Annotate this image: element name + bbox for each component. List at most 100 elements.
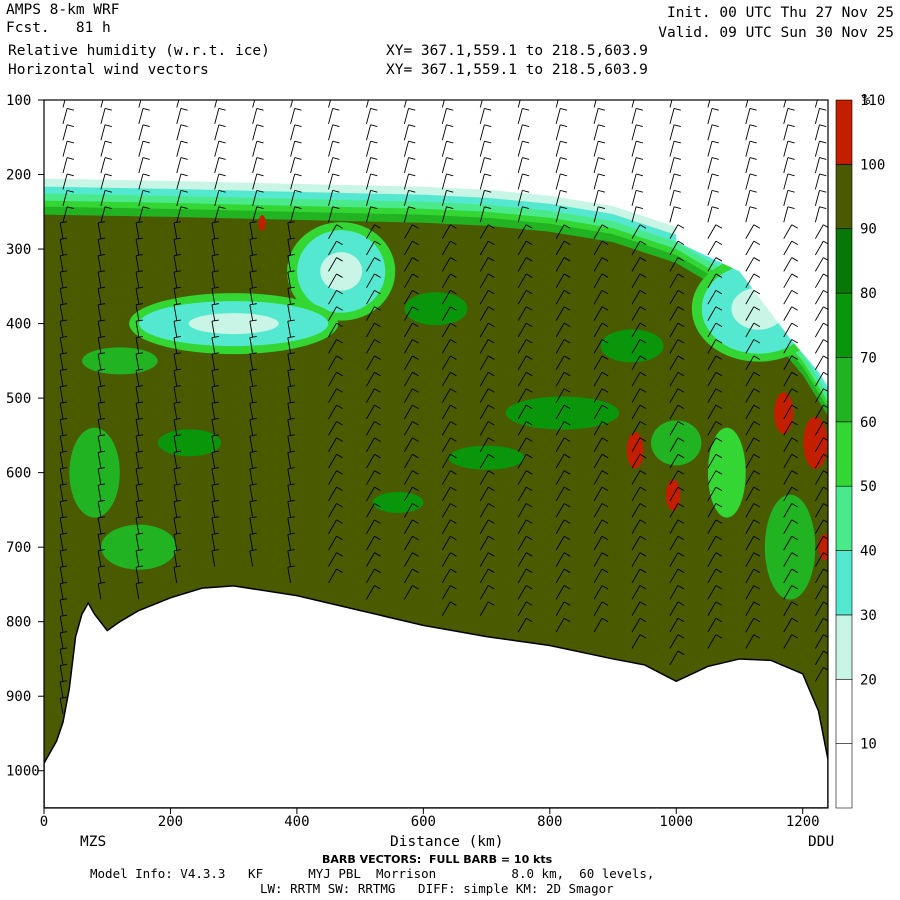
wind-barb-flag — [791, 240, 799, 246]
wind-barb-flag — [484, 157, 492, 160]
wind-barb — [631, 190, 637, 206]
wind-barb-flag — [143, 92, 150, 94]
init-time: Init. 00 UTC Thu 27 Nov 25 — [667, 5, 894, 21]
colorbar-swatch — [835, 228, 853, 294]
wind-barb-flag — [823, 240, 828, 245]
wind-barb-flag — [636, 140, 644, 144]
wind-barb-flag — [60, 335, 68, 339]
wind-barb — [814, 585, 824, 600]
wind-barb — [479, 421, 489, 436]
wind-barb-flag — [336, 322, 343, 328]
wind-barb — [631, 257, 641, 272]
wind-barb-flag — [488, 306, 495, 311]
wind-barb — [814, 601, 824, 616]
wind-barb — [669, 190, 675, 206]
wind-barb — [517, 240, 527, 256]
wind-barb — [479, 124, 485, 141]
forecast-hour: Fcst. 81 h — [6, 20, 111, 36]
wind-barb-flag — [173, 549, 181, 552]
wind-barb — [593, 585, 603, 600]
wind-barb — [517, 257, 527, 272]
wind-barb — [97, 386, 102, 403]
wind-barb-flag — [787, 189, 795, 193]
wind-barb-flag — [715, 306, 723, 311]
wind-barb-flag — [715, 519, 723, 524]
wind-barb — [745, 100, 749, 108]
wind-barb-flag — [753, 240, 761, 246]
wind-barb-flag — [639, 355, 647, 360]
wind-barb — [328, 437, 337, 452]
wind-barb-flag — [249, 253, 257, 257]
wind-barb-flag — [787, 206, 795, 210]
wind-barb — [62, 141, 68, 157]
wind-barb — [290, 206, 296, 223]
wind-barb-flag — [563, 421, 571, 426]
wind-barb-flag — [104, 206, 112, 210]
wind-barb-flag — [287, 516, 295, 519]
wind-barb — [290, 157, 296, 174]
wind-barb-flag — [636, 92, 643, 94]
wind-barb — [62, 173, 68, 190]
wind-barb-flag — [287, 270, 295, 273]
wind-barb — [707, 519, 717, 534]
wind-barb — [441, 124, 447, 141]
wind-barb — [745, 536, 755, 551]
wind-barb — [403, 157, 409, 174]
wind-barb — [631, 100, 635, 108]
wind-barb-flag — [173, 253, 181, 257]
wind-barb-flag — [791, 306, 799, 311]
wind-barb — [441, 470, 451, 485]
wind-barb-flag — [639, 503, 647, 508]
wind-barb — [135, 485, 140, 502]
wind-barb-flag — [601, 404, 609, 410]
wind-barb — [173, 288, 178, 305]
wind-barb-flag — [287, 417, 295, 421]
wind-barb — [814, 519, 824, 534]
wind-barb — [173, 353, 178, 370]
wind-barb — [441, 421, 451, 436]
wind-barb-flag — [142, 140, 150, 144]
wind-barb — [783, 306, 793, 321]
wind-barb-flag — [180, 140, 188, 144]
wind-barb — [517, 224, 527, 239]
wind-barb — [814, 421, 824, 436]
colorbar-swatch — [835, 164, 853, 230]
wind-barb — [441, 454, 451, 469]
wind-barb-flag — [374, 552, 381, 557]
wind-barb — [631, 552, 641, 567]
wind-barb — [441, 568, 451, 584]
wind-barb-flag — [823, 650, 828, 655]
wind-barb — [403, 372, 413, 387]
wind-barb — [783, 536, 793, 551]
wind-barb-flag — [294, 157, 302, 160]
wind-barb-flag — [450, 585, 457, 590]
wind-barb — [441, 273, 451, 289]
wind-barb — [211, 370, 216, 387]
wind-barb-flag — [525, 601, 533, 606]
wind-barb — [287, 517, 292, 534]
wind-barb — [814, 322, 824, 338]
wind-barb-flag — [249, 401, 257, 404]
wind-barb — [669, 437, 679, 452]
wind-barb-flag — [105, 92, 112, 94]
wind-barb — [479, 322, 489, 338]
wind-barb-flag — [98, 319, 106, 322]
wind-barb-flag — [677, 388, 685, 393]
wind-barb-flag — [98, 483, 106, 486]
wind-barb — [59, 698, 64, 715]
wind-barb — [59, 567, 64, 584]
wind-barb-flag — [560, 92, 567, 94]
colorbar-label: 100 — [860, 157, 885, 173]
wind-barb — [707, 157, 713, 174]
wind-barb-flag — [374, 421, 381, 426]
wind-barb-flag — [639, 289, 647, 295]
wind-barb — [593, 206, 599, 223]
wind-barb — [745, 470, 755, 485]
wind-barb — [745, 634, 755, 649]
wind-barb-flag — [173, 483, 181, 486]
wind-barb — [707, 454, 717, 469]
wind-barb-flag — [135, 581, 144, 585]
wind-barb-flag — [60, 237, 68, 240]
wind-barb-flag — [819, 107, 827, 111]
wind-barb-flag — [287, 221, 295, 224]
